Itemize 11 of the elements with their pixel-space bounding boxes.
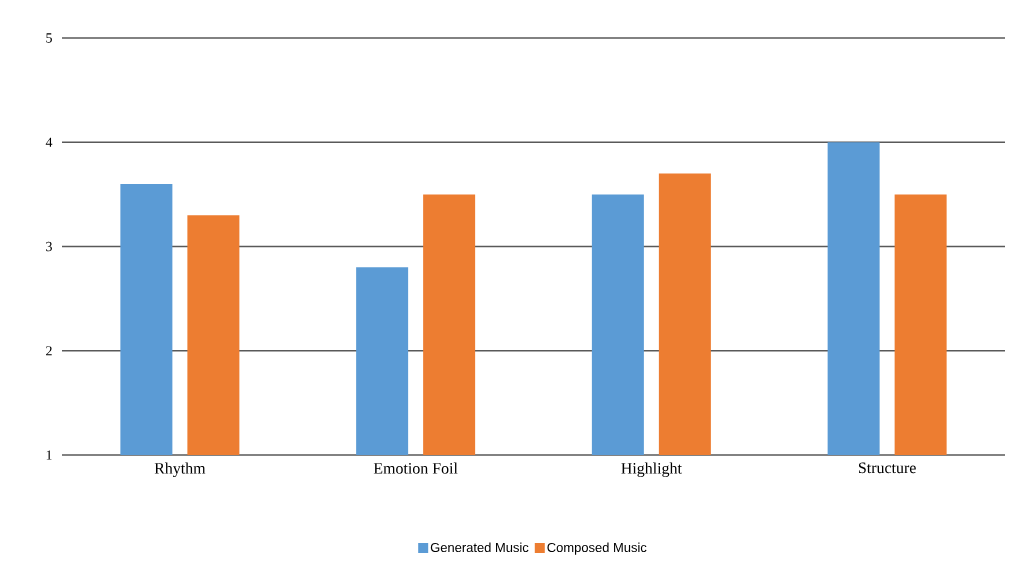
x-tick-label: Structure — [858, 462, 916, 474]
y-tick-label: 4 — [45, 137, 53, 147]
legend-label: Composed Music — [547, 542, 647, 555]
y-tick-label: 2 — [46, 346, 52, 356]
x-tick-label: Emotion Foil — [373, 462, 458, 474]
y-tick-label: 1 — [46, 450, 52, 460]
x-tick-label: Highlight — [621, 462, 682, 478]
y-tick-label: 3 — [46, 241, 52, 252]
x-tick-label: Rhythm — [154, 462, 206, 478]
y-tick-label: 5 — [46, 33, 52, 43]
legend-label: Generated Music — [430, 542, 529, 553]
